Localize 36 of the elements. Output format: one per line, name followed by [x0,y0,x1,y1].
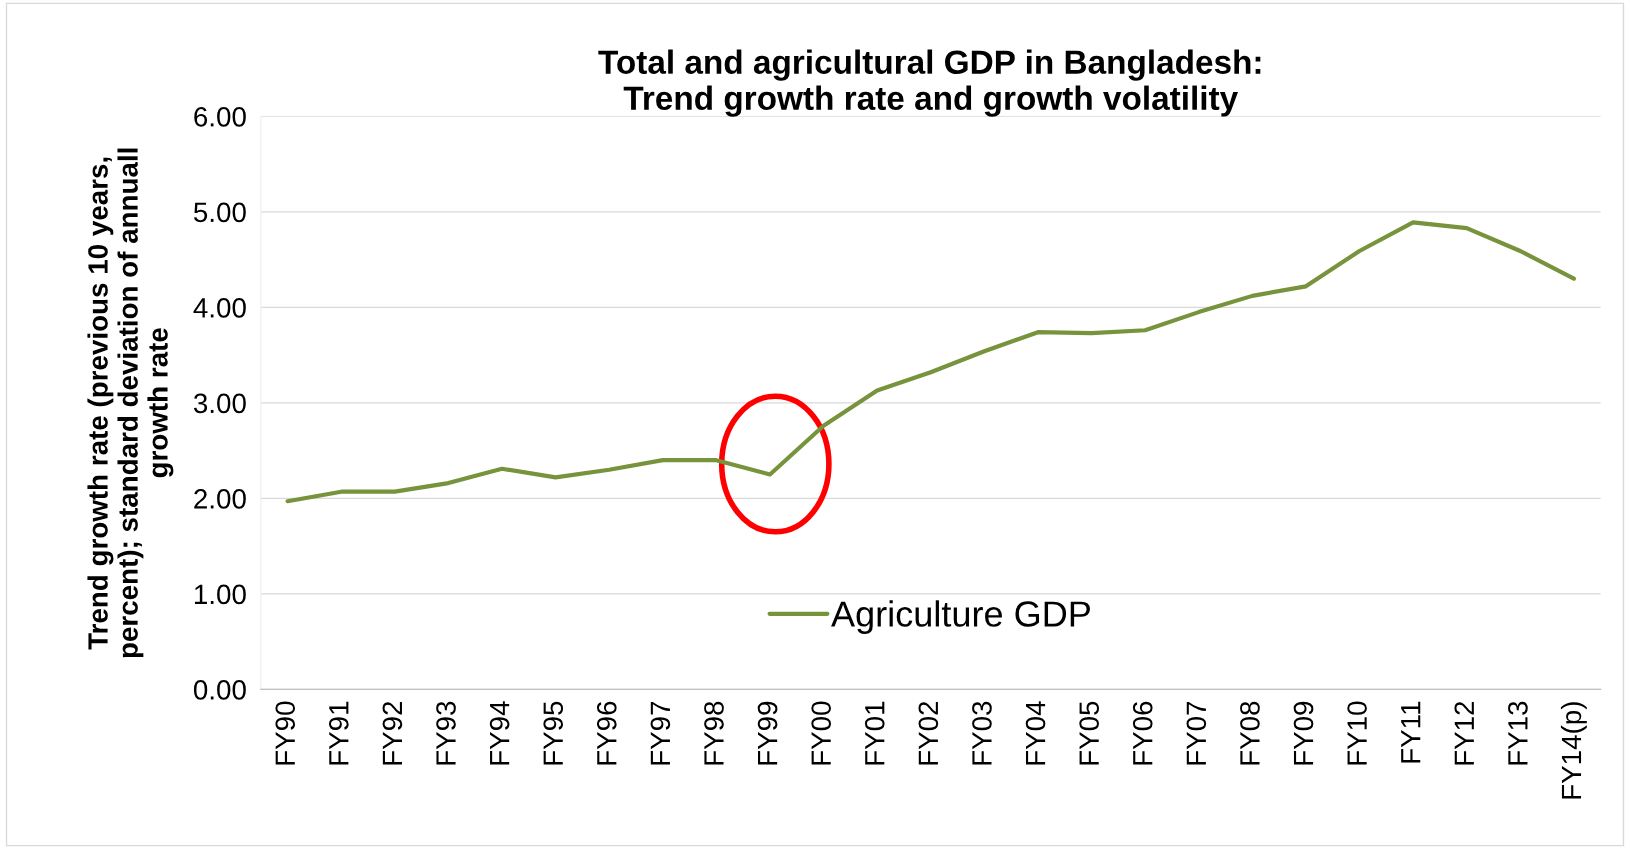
x-tick-label: FY95 [543,701,564,765]
x-tick-label: FY06 [1132,701,1153,765]
y-tick-label: 5.00 [193,202,246,223]
x-tick-label: FY96 [596,701,617,765]
x-tick-label: FY02 [918,701,939,765]
x-tick-label: FY08 [1240,701,1260,765]
x-tick-label: FY01 [864,701,885,765]
x-tick-label: FY11 [1401,701,1421,763]
x-tick-label: FY12 [1454,701,1474,765]
y-tick-label: 6.00 [194,106,246,127]
x-tick-label: FY94 [489,701,510,765]
line-series [285,220,1576,504]
x-tick-label: FY97 [650,701,671,765]
x-tick-label: FY14(p) [1560,702,1587,799]
x-tick-label: FY99 [757,701,778,765]
x-tick-label: FY93 [436,701,456,765]
x-tick-label: FY92 [382,701,403,765]
y-tick-label: 2.00 [194,489,246,509]
legend-label: Agriculture GDP [831,600,1090,634]
y-axis-title: Trend growth rate (previous 10 years, percent); standard deviation of annuall growth rate [87,148,174,658]
x-tick-label: FY05 [1079,701,1099,765]
y-tick-label: 0.00 [193,680,246,700]
chart-title: Total and agricultural GDP in Bangladesh: Trend growth rate and growth volatility [598,49,1261,117]
x-tick-label: FY09 [1293,701,1314,765]
x-tick-label: FY91 [328,701,349,765]
x-tick-label: FY03 [972,701,992,765]
x-tick-label: FY13 [1508,701,1528,765]
x-tick-label: FY10 [1347,701,1367,765]
x-tick-label: FY90 [275,701,296,765]
x-tick-label: FY00 [811,701,831,765]
x-tick-label: FY07 [1186,701,1207,765]
y-tick-label: 3.00 [193,393,246,414]
x-tick-label: FY98 [704,701,724,765]
x-tick-label: FY04 [1025,701,1046,765]
y-tick-label: 1.00 [194,584,246,605]
y-tick-label: 4.00 [193,298,246,318]
